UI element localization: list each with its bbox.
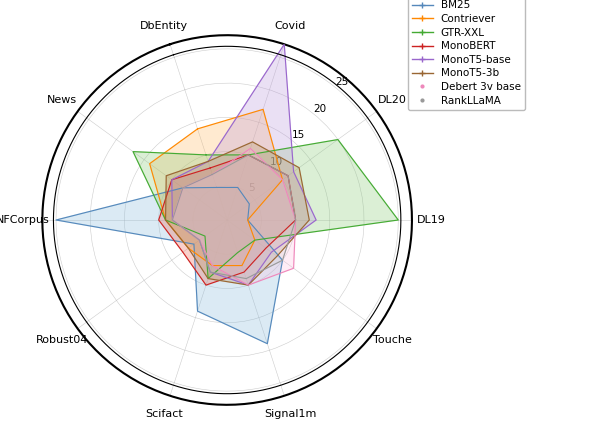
- Polygon shape: [133, 139, 398, 279]
- Polygon shape: [172, 155, 296, 279]
- Polygon shape: [159, 155, 296, 285]
- Polygon shape: [150, 109, 283, 266]
- Legend: BM25, Contriever, GTR-XXL, MonoBERT, MonoT5-base, MonoT5-3b, Debert 3v base, Ran: BM25, Contriever, GTR-XXL, MonoBERT, Mon…: [408, 0, 525, 110]
- Polygon shape: [56, 187, 283, 344]
- Polygon shape: [172, 148, 296, 285]
- Polygon shape: [172, 44, 316, 285]
- Polygon shape: [166, 142, 309, 285]
